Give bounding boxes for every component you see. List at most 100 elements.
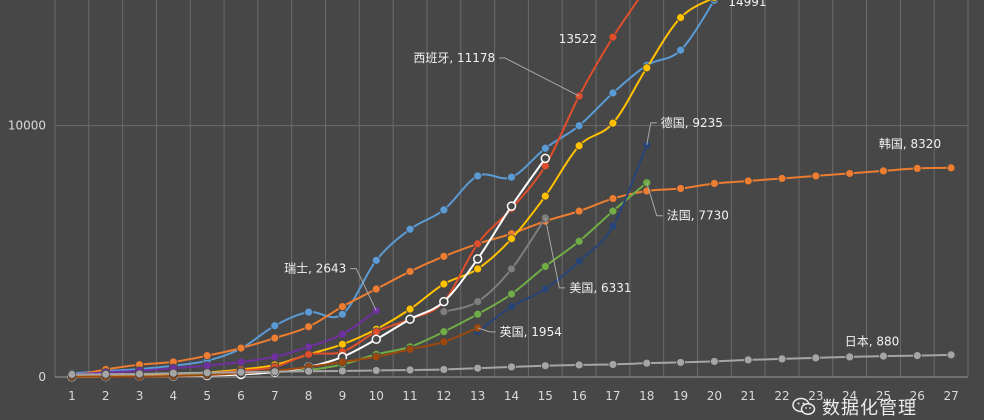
data-point	[405, 304, 415, 314]
data-point	[574, 141, 584, 151]
data-label: 韩国, 8320	[879, 136, 941, 151]
x-tick-label: 26	[910, 389, 925, 403]
data-point	[405, 314, 415, 324]
data-point	[506, 201, 517, 211]
data-point	[642, 358, 652, 368]
data-point	[338, 339, 347, 349]
data-point	[845, 169, 855, 178]
data-point	[473, 309, 483, 319]
data-point	[371, 334, 381, 345]
data-point	[540, 262, 550, 271]
x-tick-label: 17	[605, 389, 620, 403]
data-point	[608, 32, 618, 42]
data-point	[270, 321, 280, 331]
x-tick-label: 18	[639, 389, 654, 403]
data-point	[304, 322, 314, 332]
data-point	[338, 357, 347, 367]
label-leader-line	[544, 217, 566, 289]
x-tick-label: 25	[876, 389, 891, 403]
data-point	[608, 88, 618, 98]
data-point	[608, 360, 618, 369]
data-point	[608, 118, 618, 128]
data-point	[304, 366, 314, 376]
data-point	[507, 172, 516, 182]
data-label: 美国, 6331	[569, 281, 631, 295]
data-point	[676, 358, 685, 367]
data-point	[777, 354, 787, 364]
label-leader-line	[646, 122, 657, 145]
data-point	[845, 352, 855, 362]
watermark: 数据化管理	[792, 394, 917, 420]
data-point	[135, 369, 144, 379]
data-point	[946, 350, 956, 360]
series-line	[71, 309, 377, 376]
data-point	[507, 289, 516, 299]
label-leader-line	[350, 268, 377, 311]
x-tick-label: 14	[504, 389, 519, 403]
data-point	[371, 284, 381, 294]
data-label: 瑞士, 2643	[284, 262, 346, 276]
x-tick-label: 13	[470, 389, 485, 403]
data-point	[574, 206, 584, 216]
x-tick-label: 11	[402, 389, 417, 403]
data-point	[405, 344, 415, 354]
x-tick-label: 15	[538, 389, 553, 403]
data-point	[811, 353, 821, 363]
data-point	[270, 352, 280, 362]
data-point	[608, 194, 618, 203]
x-tick-label: 1	[68, 389, 76, 403]
data-point	[912, 163, 922, 173]
data-point	[405, 224, 415, 234]
data-point	[608, 206, 618, 216]
data-point	[743, 176, 753, 186]
watermark-text: 数据化管理	[822, 398, 917, 419]
data-point	[270, 367, 280, 377]
data-point	[202, 368, 212, 378]
data-point	[304, 342, 314, 352]
data-point	[473, 363, 483, 373]
data-point	[642, 63, 652, 73]
data-point	[507, 264, 516, 274]
data-point	[540, 143, 550, 153]
data-point	[439, 296, 449, 307]
data-point	[439, 279, 449, 289]
data-label: 英国, 1954	[500, 325, 562, 339]
data-point	[371, 352, 381, 362]
data-point	[473, 297, 483, 307]
x-tick-label: 5	[203, 389, 211, 403]
data-point	[473, 239, 483, 249]
data-point	[338, 329, 347, 339]
data-point	[676, 45, 685, 55]
data-point	[540, 191, 550, 201]
data-point	[236, 343, 246, 353]
data-label: 法国, 7730	[667, 209, 729, 223]
data-point	[270, 333, 280, 343]
data-point	[676, 184, 685, 193]
data-point	[710, 0, 718, 2]
y-tick-label: 10000	[8, 119, 46, 133]
label-leader-line	[477, 327, 496, 333]
data-point	[473, 264, 483, 274]
data-point	[912, 351, 922, 361]
data-point	[473, 171, 483, 181]
data-point	[67, 370, 77, 379]
data-point	[236, 357, 246, 367]
data-point	[472, 254, 483, 264]
x-tick-label: 9	[339, 389, 347, 403]
x-tick-label: 22	[774, 389, 789, 403]
data-point	[811, 171, 821, 181]
x-tick-label: 12	[436, 389, 451, 403]
data-point	[371, 255, 381, 265]
x-tick-label: 16	[571, 389, 586, 403]
x-tick-label: 7	[271, 389, 279, 403]
x-tick-label: 21	[741, 389, 756, 403]
data-point	[338, 366, 347, 376]
x-tick-label: 27	[943, 389, 958, 403]
data-point	[338, 309, 347, 319]
data-point	[439, 307, 449, 317]
data-point	[405, 365, 415, 375]
data-point	[743, 355, 753, 365]
data-point	[507, 362, 516, 372]
data-point	[202, 351, 212, 361]
